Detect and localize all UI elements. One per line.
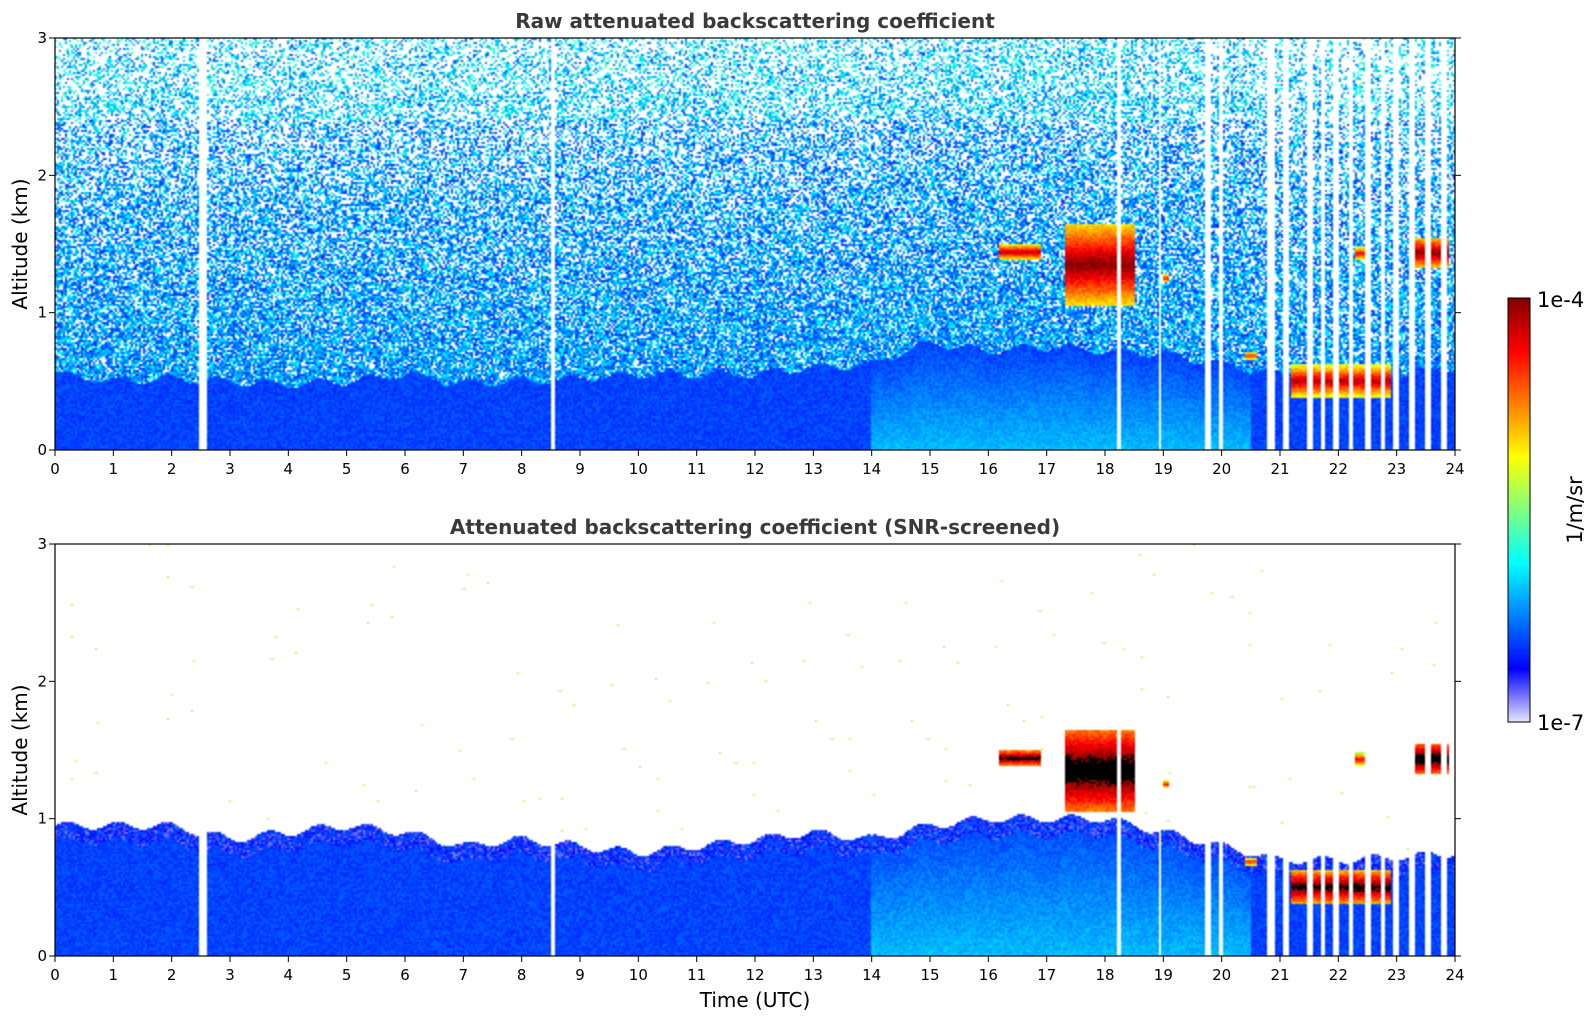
x-tick-label: 3 [225,460,235,478]
raw-panel-title: Raw attenuated backscattering coefficien… [515,9,995,33]
x-tick-label: 2 [167,966,177,984]
x-tick-label: 13 [804,460,823,478]
x-tick-label: 10 [629,966,648,984]
raw-backscatter-panel: Raw attenuated backscattering coefficien… [8,9,1465,478]
x-tick-label: 21 [1270,460,1289,478]
screened-panel-title: Attenuated backscattering coefficient (S… [450,515,1060,539]
y-tick-label: 0 [37,947,47,965]
x-tick-label: 20 [1212,966,1231,984]
x-tick-label: 0 [50,460,60,478]
screened-backscatter-heatmap [55,544,1455,956]
x-tick-label: 7 [459,966,469,984]
x-tick-label: 9 [575,460,585,478]
x-tick-label: 19 [1154,966,1173,984]
x-tick-label: 12 [745,460,764,478]
x-tick-label: 23 [1387,460,1406,478]
x-tick-label: 20 [1212,460,1231,478]
x-tick-label: 5 [342,966,352,984]
x-tick-label: 0 [50,966,60,984]
x-tick-label: 14 [862,460,881,478]
x-tick-label: 4 [284,460,294,478]
raw-y-ticks: 0 1 2 3 [37,29,1461,459]
x-tick-label: 22 [1329,460,1348,478]
x-tick-label: 15 [920,966,939,984]
colorbar: 1e-4 1e-7 1/m/sr [1507,288,1587,735]
colorbar-gradient [1507,297,1531,723]
raw-x-ticks: 0 1 2 3 4 5 6 7 8 9 10 11 12 13 14 15 16 17 18 19 20 21 22 23 24 [50,450,1465,478]
x-tick-label: 22 [1329,966,1348,984]
screened-x-ticks: 0 1 2 3 4 5 6 7 8 9 10 11 12 13 14 15 16 17 18 19 20 21 22 23 24 [50,956,1465,984]
y-tick-label: 2 [37,672,47,690]
x-tick-label: 17 [1037,460,1056,478]
x-tick-label: 5 [342,460,352,478]
x-tick-label: 19 [1154,460,1173,478]
x-tick-label: 13 [804,966,823,984]
x-tick-label: 18 [1095,460,1114,478]
y-tick-label: 2 [37,166,47,184]
x-tick-label: 6 [400,966,410,984]
screened-y-ticks: 0 1 2 3 [37,535,1461,965]
x-axis-label: Time (UTC) [699,988,811,1012]
x-tick-label: 6 [400,460,410,478]
x-tick-label: 1 [109,966,119,984]
x-tick-label: 11 [687,966,706,984]
x-tick-label: 23 [1387,966,1406,984]
screened-backscatter-panel: Attenuated backscattering coefficient (S… [8,515,1465,1012]
x-tick-label: 18 [1095,966,1114,984]
x-tick-label: 7 [459,460,469,478]
colorbar-max-label: 1e-4 [1537,288,1584,312]
raw-y-axis-label: Altitude (km) [8,178,32,309]
x-tick-label: 8 [517,966,527,984]
x-tick-label: 9 [575,966,585,984]
x-tick-label: 2 [167,460,177,478]
x-tick-label: 11 [687,460,706,478]
y-tick-label: 3 [37,29,47,47]
screened-y-axis-label: Altitude (km) [8,684,32,815]
y-tick-label: 1 [37,810,47,828]
x-tick-label: 21 [1270,966,1289,984]
x-tick-label: 24 [1445,460,1464,478]
colorbar-unit-label: 1/m/sr [1563,476,1587,544]
x-tick-label: 3 [225,966,235,984]
x-tick-label: 17 [1037,966,1056,984]
raw-backscatter-heatmap [55,38,1455,450]
x-tick-label: 16 [979,460,998,478]
x-tick-label: 16 [979,966,998,984]
x-tick-label: 15 [920,460,939,478]
y-tick-label: 1 [37,304,47,322]
colorbar-min-label: 1e-7 [1537,711,1584,735]
x-tick-label: 1 [109,460,119,478]
x-tick-label: 24 [1445,966,1464,984]
x-tick-label: 14 [862,966,881,984]
x-tick-label: 8 [517,460,527,478]
y-tick-label: 3 [37,535,47,553]
x-tick-label: 12 [745,966,764,984]
x-tick-label: 10 [629,460,648,478]
x-tick-label: 4 [284,966,294,984]
y-tick-label: 0 [37,441,47,459]
